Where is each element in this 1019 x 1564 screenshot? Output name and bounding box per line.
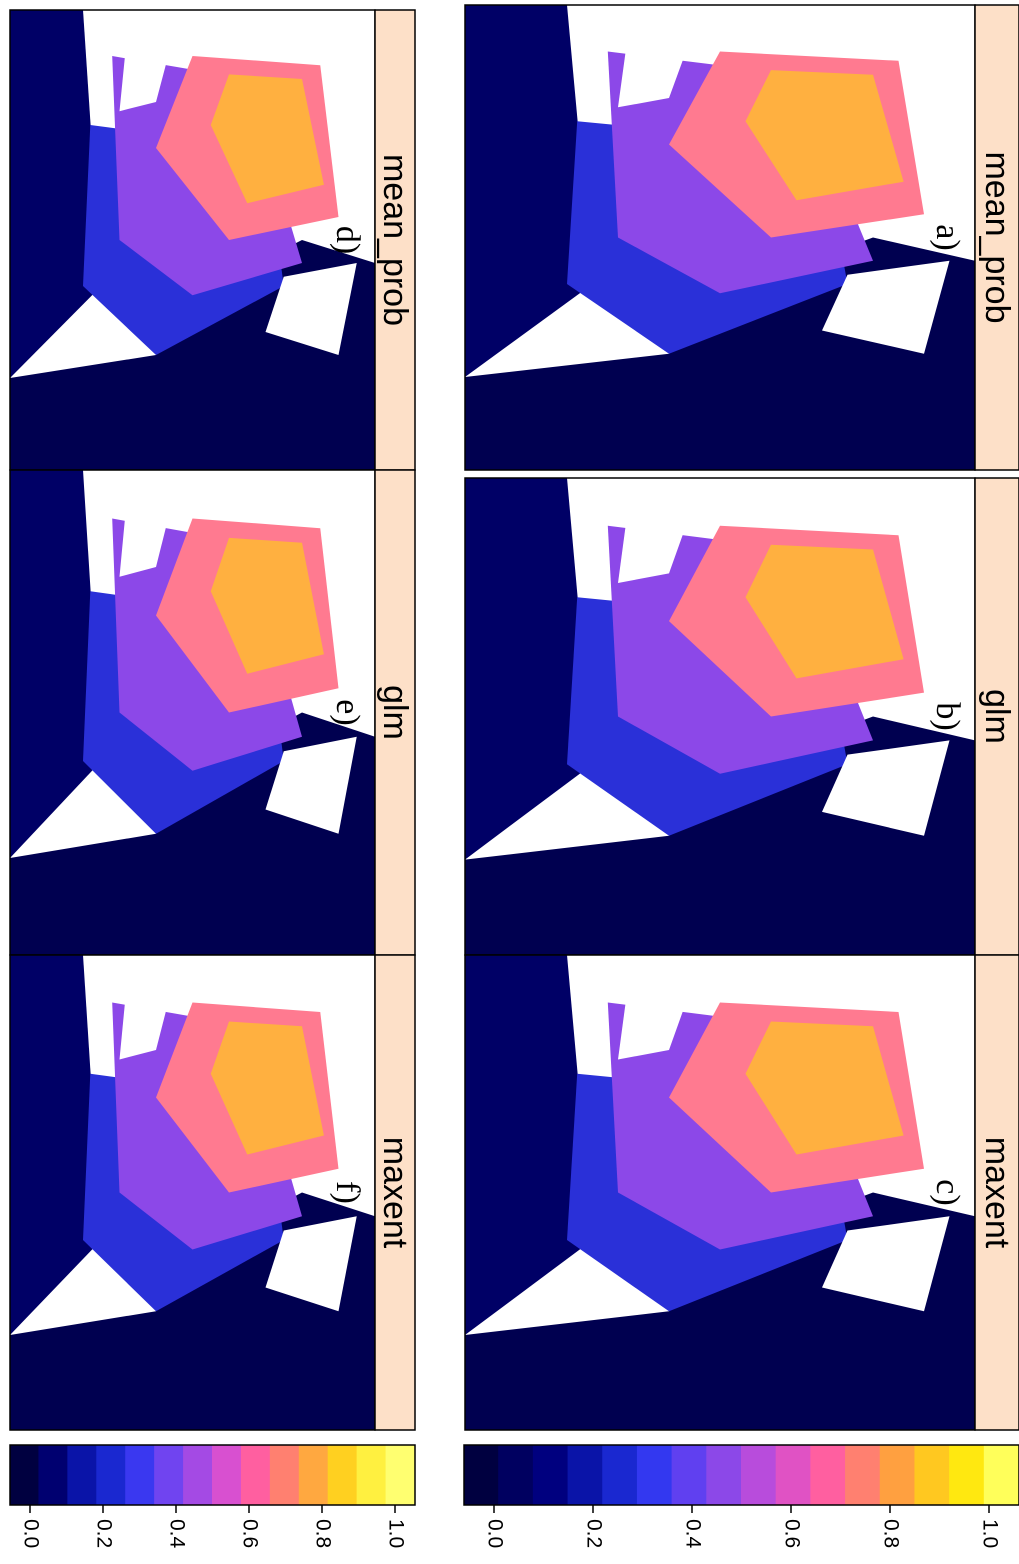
panel-label: e) xyxy=(329,699,366,725)
colorbar-swatch xyxy=(269,1445,300,1505)
colorbar-tick-label: 1.0 xyxy=(384,1519,407,1548)
colorbar-swatch xyxy=(240,1445,271,1505)
map-region xyxy=(265,1216,357,1312)
colorbar-swatch xyxy=(356,1445,387,1505)
colorbar-swatch xyxy=(38,1445,68,1505)
map-region xyxy=(465,478,593,860)
colorbar-tick-label: 0.4 xyxy=(165,1519,188,1549)
colorbar-swatch xyxy=(183,1445,213,1505)
panel-label: d) xyxy=(329,226,366,254)
colorbar-swatch xyxy=(775,1445,811,1505)
map-region xyxy=(210,1021,324,1155)
colorbar-tick-label: 0.8 xyxy=(311,1519,334,1548)
colorbar-swatch xyxy=(96,1445,126,1505)
panel-label: f) xyxy=(329,1181,366,1204)
map-region xyxy=(210,537,324,674)
colorbar-swatch xyxy=(298,1445,329,1505)
strip-title: maxent xyxy=(376,1137,414,1249)
strip xyxy=(974,954,1019,1431)
colorbar-swatch xyxy=(125,1445,155,1505)
colorbar-swatch xyxy=(983,1445,1019,1505)
map-region xyxy=(618,501,695,583)
colorbar-swatch xyxy=(67,1445,97,1505)
colorbar-tick-label: 0.0 xyxy=(483,1519,506,1548)
colorbar-swatch xyxy=(154,1445,184,1505)
colorbar-swatch xyxy=(636,1445,673,1505)
map-region xyxy=(822,1216,950,1312)
map-region xyxy=(210,74,324,204)
strip xyxy=(974,4,1019,471)
colorbar-swatch xyxy=(810,1445,846,1505)
strip xyxy=(374,954,416,1431)
map-region xyxy=(465,955,593,1335)
strip-title: glm xyxy=(978,689,1016,744)
colorbar-swatch xyxy=(602,1445,638,1505)
strip-title: glm xyxy=(376,685,414,740)
colorbar-swatch xyxy=(212,1445,242,1505)
colorbar-tick-label: 0.0 xyxy=(19,1519,42,1548)
colorbar-frame xyxy=(9,1444,416,1506)
map-region xyxy=(265,263,357,355)
panel-label: a) xyxy=(929,224,966,250)
colorbar-swatch xyxy=(532,1445,569,1505)
map-region xyxy=(745,1021,904,1155)
map-region xyxy=(119,494,175,577)
colorbar-tick-label: 0.6 xyxy=(238,1519,261,1548)
map-region xyxy=(465,5,593,377)
colorbar-swatch xyxy=(914,1445,950,1505)
colorbar-swatch xyxy=(463,1445,499,1505)
map-region xyxy=(745,544,904,679)
colorbar-swatch xyxy=(949,1445,985,1505)
colorbar-tick-label: 0.2 xyxy=(92,1519,115,1548)
strip-title: mean_prob xyxy=(978,151,1016,323)
colorbar-swatch xyxy=(567,1445,603,1505)
colorbar-tick-label: 0.6 xyxy=(780,1519,803,1548)
colorbar-tick-label: 0.2 xyxy=(582,1519,605,1548)
strip-title: mean_prob xyxy=(376,154,414,326)
colorbar-tick-label: 1.0 xyxy=(978,1519,1001,1548)
map-region xyxy=(618,978,695,1060)
colorbar-swatch xyxy=(671,1445,707,1505)
map-region xyxy=(265,736,357,834)
map-region xyxy=(822,260,950,354)
colorbar-swatch xyxy=(385,1445,415,1505)
map-region xyxy=(618,28,695,108)
colorbar-swatch xyxy=(845,1445,881,1505)
colorbar-tick-label: 0.4 xyxy=(681,1519,704,1549)
colorbar-swatch xyxy=(9,1445,39,1505)
map-region xyxy=(745,70,904,201)
strip-title: maxent xyxy=(978,1137,1016,1249)
colorbar-swatch xyxy=(706,1445,742,1505)
colorbar-frame xyxy=(463,1444,1019,1506)
map-region xyxy=(10,470,102,858)
colorbar-swatch xyxy=(879,1445,915,1505)
figure-body: mean_prob a) glm b) maxent c) mean_prob d) glm e)… xyxy=(9,4,1019,1549)
panel-label: b) xyxy=(929,702,966,730)
map-region xyxy=(10,955,102,1335)
colorbar-tick-label: 0.8 xyxy=(879,1519,902,1548)
map-region xyxy=(119,33,175,112)
panel-label: c) xyxy=(929,1179,966,1205)
map-region xyxy=(10,10,102,378)
colorbar-swatch xyxy=(327,1445,358,1505)
colorbar-swatch xyxy=(741,1445,777,1505)
map-region xyxy=(822,740,950,836)
colorbar-swatch xyxy=(498,1445,534,1505)
map-region xyxy=(119,978,175,1060)
